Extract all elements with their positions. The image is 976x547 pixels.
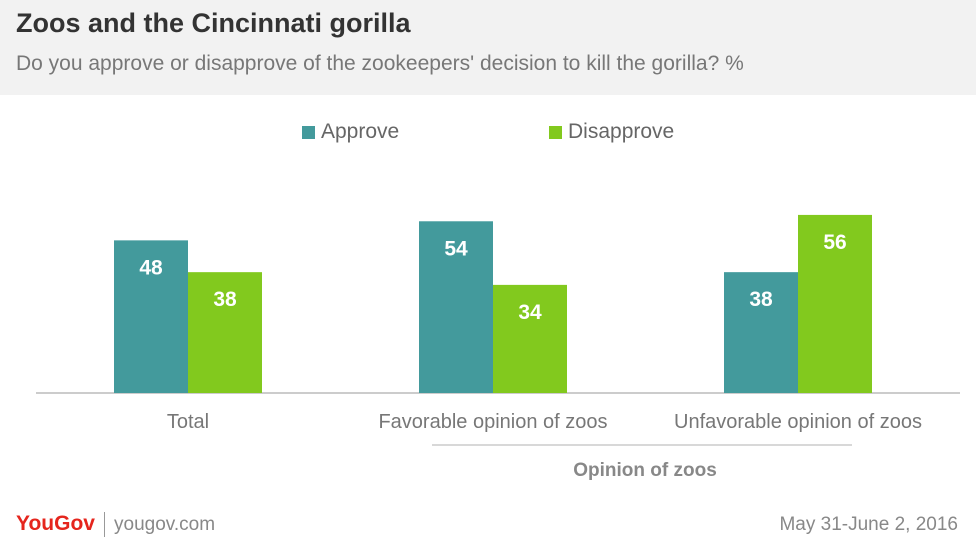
bar-approve-2	[419, 221, 493, 393]
data-label-approve-1: 48	[139, 256, 163, 279]
legend-label-disapprove: Disapprove	[568, 120, 675, 143]
footer-divider	[104, 512, 105, 537]
bar-disapprove-1	[188, 272, 262, 393]
bar-disapprove-2	[493, 284, 567, 393]
header-band	[0, 0, 976, 95]
group-label: Opinion of zoos	[573, 460, 717, 481]
chart-title: Zoos and the Cincinnati gorilla	[16, 8, 411, 38]
legend-swatch-disapprove	[549, 125, 562, 139]
data-label-disapprove-1: 38	[213, 288, 237, 311]
footer-date: May 31-June 2, 2016	[779, 514, 958, 535]
category-label-2: Favorable opinion of zoos	[378, 411, 607, 433]
legend-item-approve: Approve	[302, 120, 399, 144]
data-label-disapprove-2: 34	[518, 301, 542, 324]
bar-disapprove-3	[798, 214, 872, 393]
bar-approve-3	[724, 272, 798, 393]
footer-site: yougov.com	[114, 514, 216, 535]
category-label-3: Unfavorable opinion of zoos	[674, 411, 922, 433]
bar-approve-1	[114, 240, 188, 393]
legend-label-approve: Approve	[321, 120, 400, 143]
legend-item-disapprove: Disapprove	[549, 120, 674, 144]
legend-swatch-approve	[302, 125, 315, 139]
data-label-approve-3: 38	[749, 288, 773, 311]
data-label-approve-2: 54	[444, 237, 468, 260]
category-label-1: Total	[167, 411, 209, 433]
legend: Approve Disapprove	[0, 120, 976, 150]
yougov-logo: YouGov	[16, 512, 95, 535]
chart-subtitle: Do you approve or disapprove of the zook…	[16, 52, 744, 75]
data-label-disapprove-3: 56	[823, 231, 846, 254]
